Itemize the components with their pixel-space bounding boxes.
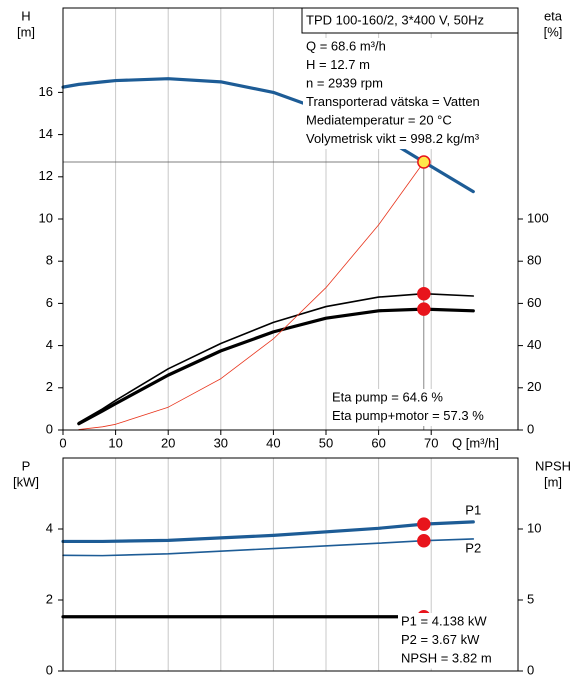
y-tick-label: 10 [39, 210, 53, 225]
y2-tick-label: 40 [527, 337, 541, 352]
x-axis-label: Q [m³/h] [452, 435, 499, 450]
x-tick-label: 60 [371, 435, 385, 450]
y-axis-label: H [21, 8, 30, 23]
curve [77, 292, 475, 424]
y-axis-label: [m] [17, 24, 35, 39]
y2-tick-label: 5 [527, 591, 534, 606]
y-axis-label: P [22, 458, 31, 473]
y-tick-label: 2 [46, 591, 53, 606]
y2-tick-label: 10 [527, 520, 541, 535]
x-tick-label: 0 [59, 435, 66, 450]
annotation-background [303, 38, 508, 149]
chart-title: TPD 100-160/2, 3*400 V, 50Hz [306, 12, 484, 27]
y-tick-label: 8 [46, 253, 53, 268]
x-tick-label: 30 [214, 435, 228, 450]
x-tick-label: 40 [266, 435, 280, 450]
curve [77, 307, 475, 426]
y2-tick-label: 100 [527, 210, 549, 225]
annotation: Eta pump+motor = 57.3 % [332, 408, 484, 423]
x-tick-label: 70 [424, 435, 438, 450]
operating-point [417, 286, 431, 301]
series-label: P2 [465, 540, 481, 555]
series-label: P1 [465, 502, 481, 517]
operating-point [417, 517, 431, 531]
y2-axis-label: [%] [544, 24, 563, 39]
annotation: Transporterad vätska = Vatten [306, 94, 480, 109]
y2-axis-label: [m] [544, 474, 562, 489]
annotation: Eta pump = 64.6 % [332, 389, 443, 404]
y-axis-label: [kW] [13, 474, 39, 489]
annotation-background [329, 389, 513, 426]
y-tick-label: 14 [39, 126, 53, 141]
y2-axis-label: eta [544, 8, 563, 23]
annotation: NPSH = 3.82 m [401, 650, 492, 665]
plot-frame [62, 457, 519, 672]
operating-point [417, 155, 431, 169]
annotation: P2 = 3.67 kW [401, 632, 480, 647]
annotation: n = 2939 rpm [306, 75, 383, 90]
title-box [301, 7, 519, 34]
annotation: Mediatemperatur = 20 °C [306, 112, 452, 127]
operating-point [417, 302, 431, 316]
curve [78, 161, 425, 430]
y2-tick-label: 0 [527, 421, 534, 436]
y2-tick-label: 0 [527, 662, 534, 677]
operating-point [417, 533, 431, 548]
y-tick-label: 12 [39, 168, 53, 183]
x-tick-label: 10 [108, 435, 122, 450]
annotation: H = 12.7 m [306, 57, 370, 72]
annotation: P1 = 4.138 kW [401, 613, 487, 628]
y-tick-label: 0 [46, 662, 53, 677]
y-tick-label: 2 [46, 379, 53, 394]
plot-frame [62, 7, 519, 431]
y-tick-label: 4 [46, 337, 53, 352]
x-tick-label: 50 [319, 435, 333, 450]
y-tick-label: 4 [46, 520, 53, 535]
curve [61, 520, 475, 544]
y2-tick-label: 20 [527, 379, 541, 394]
y2-tick-label: 80 [527, 253, 541, 268]
y2-axis-label: NPSH [535, 458, 571, 473]
y-tick-label: 6 [46, 295, 53, 310]
annotation-background [398, 613, 514, 669]
annotation: Volymetrisk vikt = 998.2 kg/m³ [306, 131, 480, 146]
annotation: Q = 68.6 m³/h [306, 38, 386, 53]
x-tick-label: 20 [161, 435, 175, 450]
y-tick-label: 0 [46, 421, 53, 436]
y-tick-label: 16 [39, 84, 53, 99]
y2-tick-label: 60 [527, 295, 541, 310]
